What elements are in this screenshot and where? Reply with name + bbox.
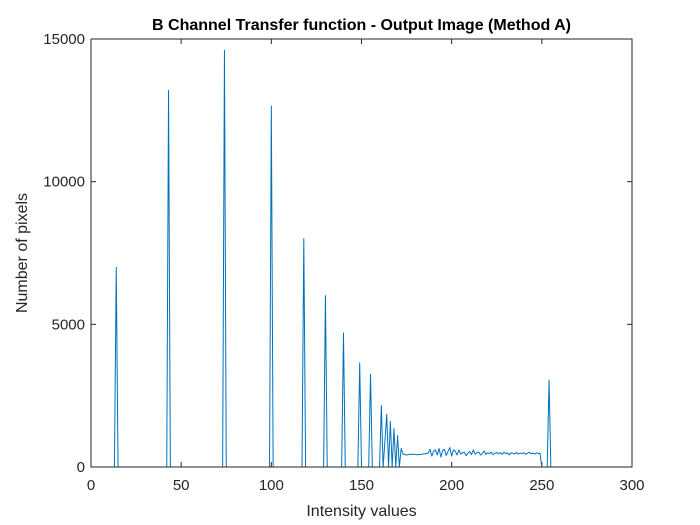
x-tick-label: 200 [439, 477, 464, 494]
y-tick-label: 0 [77, 459, 85, 476]
x-tick-label: 250 [529, 477, 554, 494]
x-tick-label: 50 [173, 477, 190, 494]
x-tick-label: 150 [349, 477, 374, 494]
y-tick-label: 5000 [52, 316, 85, 333]
y-tick-label: 10000 [43, 174, 85, 191]
axes-box [90, 38, 633, 468]
y-tick-label: 15000 [43, 31, 85, 48]
x-tick-label: 300 [619, 477, 644, 494]
chart-title: B Channel Transfer function - Output Ima… [152, 17, 571, 34]
axis-ticks: 0 50 100 150 200 250 300 0 5000 10000 15000 [43, 31, 644, 494]
x-axis-label: Intensity values [306, 503, 416, 520]
y-axis-label: Number of pixels [14, 193, 31, 313]
x-tick-label: 0 [87, 477, 95, 494]
plot-area [91, 39, 632, 467]
x-tick-label: 100 [259, 477, 284, 494]
